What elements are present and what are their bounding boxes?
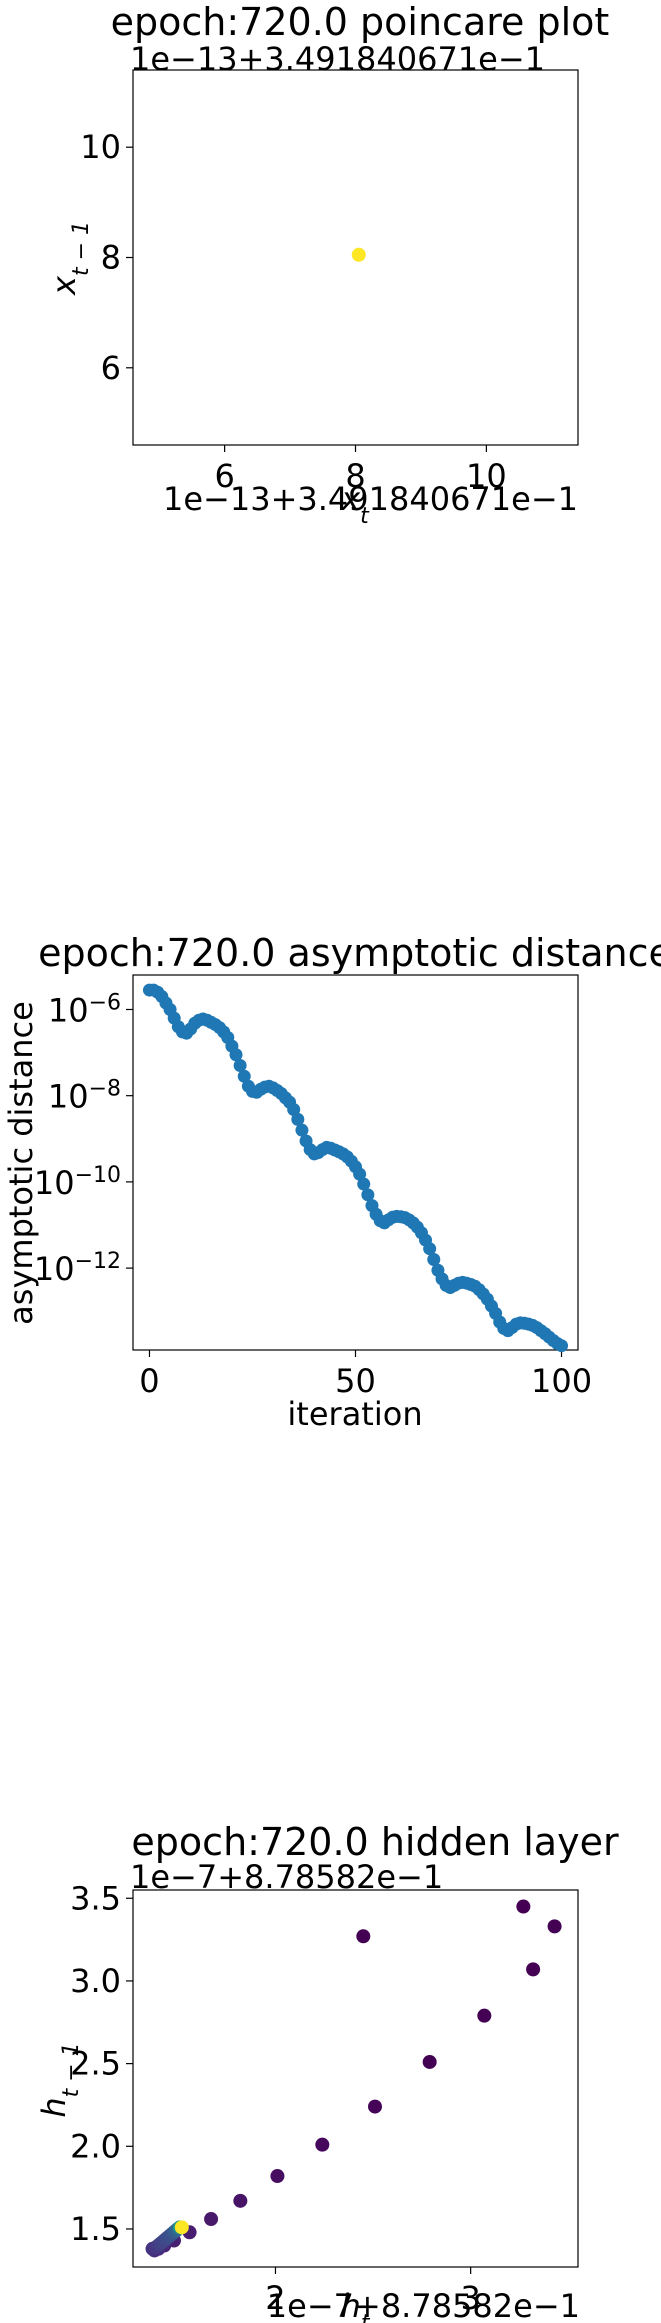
data-point [422,2054,437,2069]
data-point [229,1048,243,1062]
poincare-y-ticks: 6 8 10 [80,128,133,387]
data-point [270,2169,285,2184]
x-tick-label: 3 [460,2279,480,2317]
y-tick-label: 10−6 [48,990,121,1030]
poincare-plot: epoch:720.0 poincare plot 1e−13+3.491840… [45,0,609,529]
x-tick-label: 8 [345,457,365,495]
y-tick-label: 3.5 [70,1879,121,1917]
y-tick-label: 10−12 [34,1249,121,1289]
x-tick-label: 100 [531,1362,592,1400]
asymptotic-y-ticks: 10−12 10−10 10−8 10−6 [34,990,133,1288]
data-point [233,1059,247,1073]
data-point [368,2099,383,2114]
data-point [287,1102,301,1116]
asymptotic-x-axis-label: iteration [287,1395,422,1433]
data-point [353,1167,367,1181]
poincare-plot-title: epoch:720.0 poincare plot [111,0,610,44]
hidden-y-axis-label: ht − 1 [35,2042,84,2117]
y-tick-label: 6 [101,349,121,387]
asymptotic-y-axis-label: asymptotic distance [2,1001,40,1325]
x-tick-label: 10 [466,457,507,495]
hidden-points [145,1899,562,2258]
poincare-y-axis-label: xt − 1 [45,221,94,296]
data-point [204,2212,219,2227]
data-point [555,1339,569,1353]
data-point [361,1188,375,1202]
y-tick-label: 10−8 [48,1076,121,1116]
y-tick-label: 1.5 [70,2210,121,2248]
x-tick-label: 6 [214,457,234,495]
y-tick-label: 2.0 [70,2127,121,2165]
y-tick-label: 8 [101,239,121,277]
data-point [423,1242,437,1256]
y-tick-label: 10 [80,128,121,166]
y-tick-label: 2.5 [70,2045,121,2083]
x-tick-label: 50 [335,1362,376,1400]
x-tick-label: 0 [139,1362,159,1400]
data-point [291,1112,305,1126]
data-point [357,1177,371,1191]
data-point [174,2220,189,2235]
poincare-x-offset-text: 1e−13+3.491840671e−1 [163,480,578,518]
data-point [516,1899,531,1914]
hidden-x-offset-text: 1e−7+8.78582e−1 [267,2287,580,2323]
asymptotic-distance-plot: epoch:720.0 asymptotic distance 0 50 100 1… [2,931,661,1433]
hidden-layer-frame [132,1889,579,2268]
data-point [526,1962,541,1977]
hidden-y-ticks: 1.5 2.0 2.5 3.0 3.5 [70,1879,133,2248]
data-point [315,2137,330,2152]
poincare-x-ticks: 6 8 10 [214,445,507,495]
data-point [547,1919,562,1934]
poincare-points [351,247,366,262]
data-point [356,1929,371,1944]
data-point [233,2193,248,2208]
y-tick-label: 3.0 [70,1962,121,2000]
y-tick-label: 10−10 [34,1162,121,1202]
asymptotic-x-ticks: 0 50 100 [139,1350,592,1400]
asymptotic-distance-title: epoch:720.0 asymptotic distance [38,931,661,975]
poincare-y-offset-text: 1e−13+3.491840671e−1 [130,40,545,78]
data-point [477,2008,492,2023]
asymptotic-points [142,983,569,1353]
data-point [237,1069,251,1083]
hidden-layer-plot: epoch:720.0 hidden layer 1e−7+8.78582e−1… [35,1820,619,2323]
data-point [351,247,366,262]
data-point [295,1123,309,1137]
hidden-layer-title: epoch:720.0 hidden layer [131,1820,619,1864]
x-tick-label: 2 [265,2279,285,2317]
data-point [427,1252,441,1266]
